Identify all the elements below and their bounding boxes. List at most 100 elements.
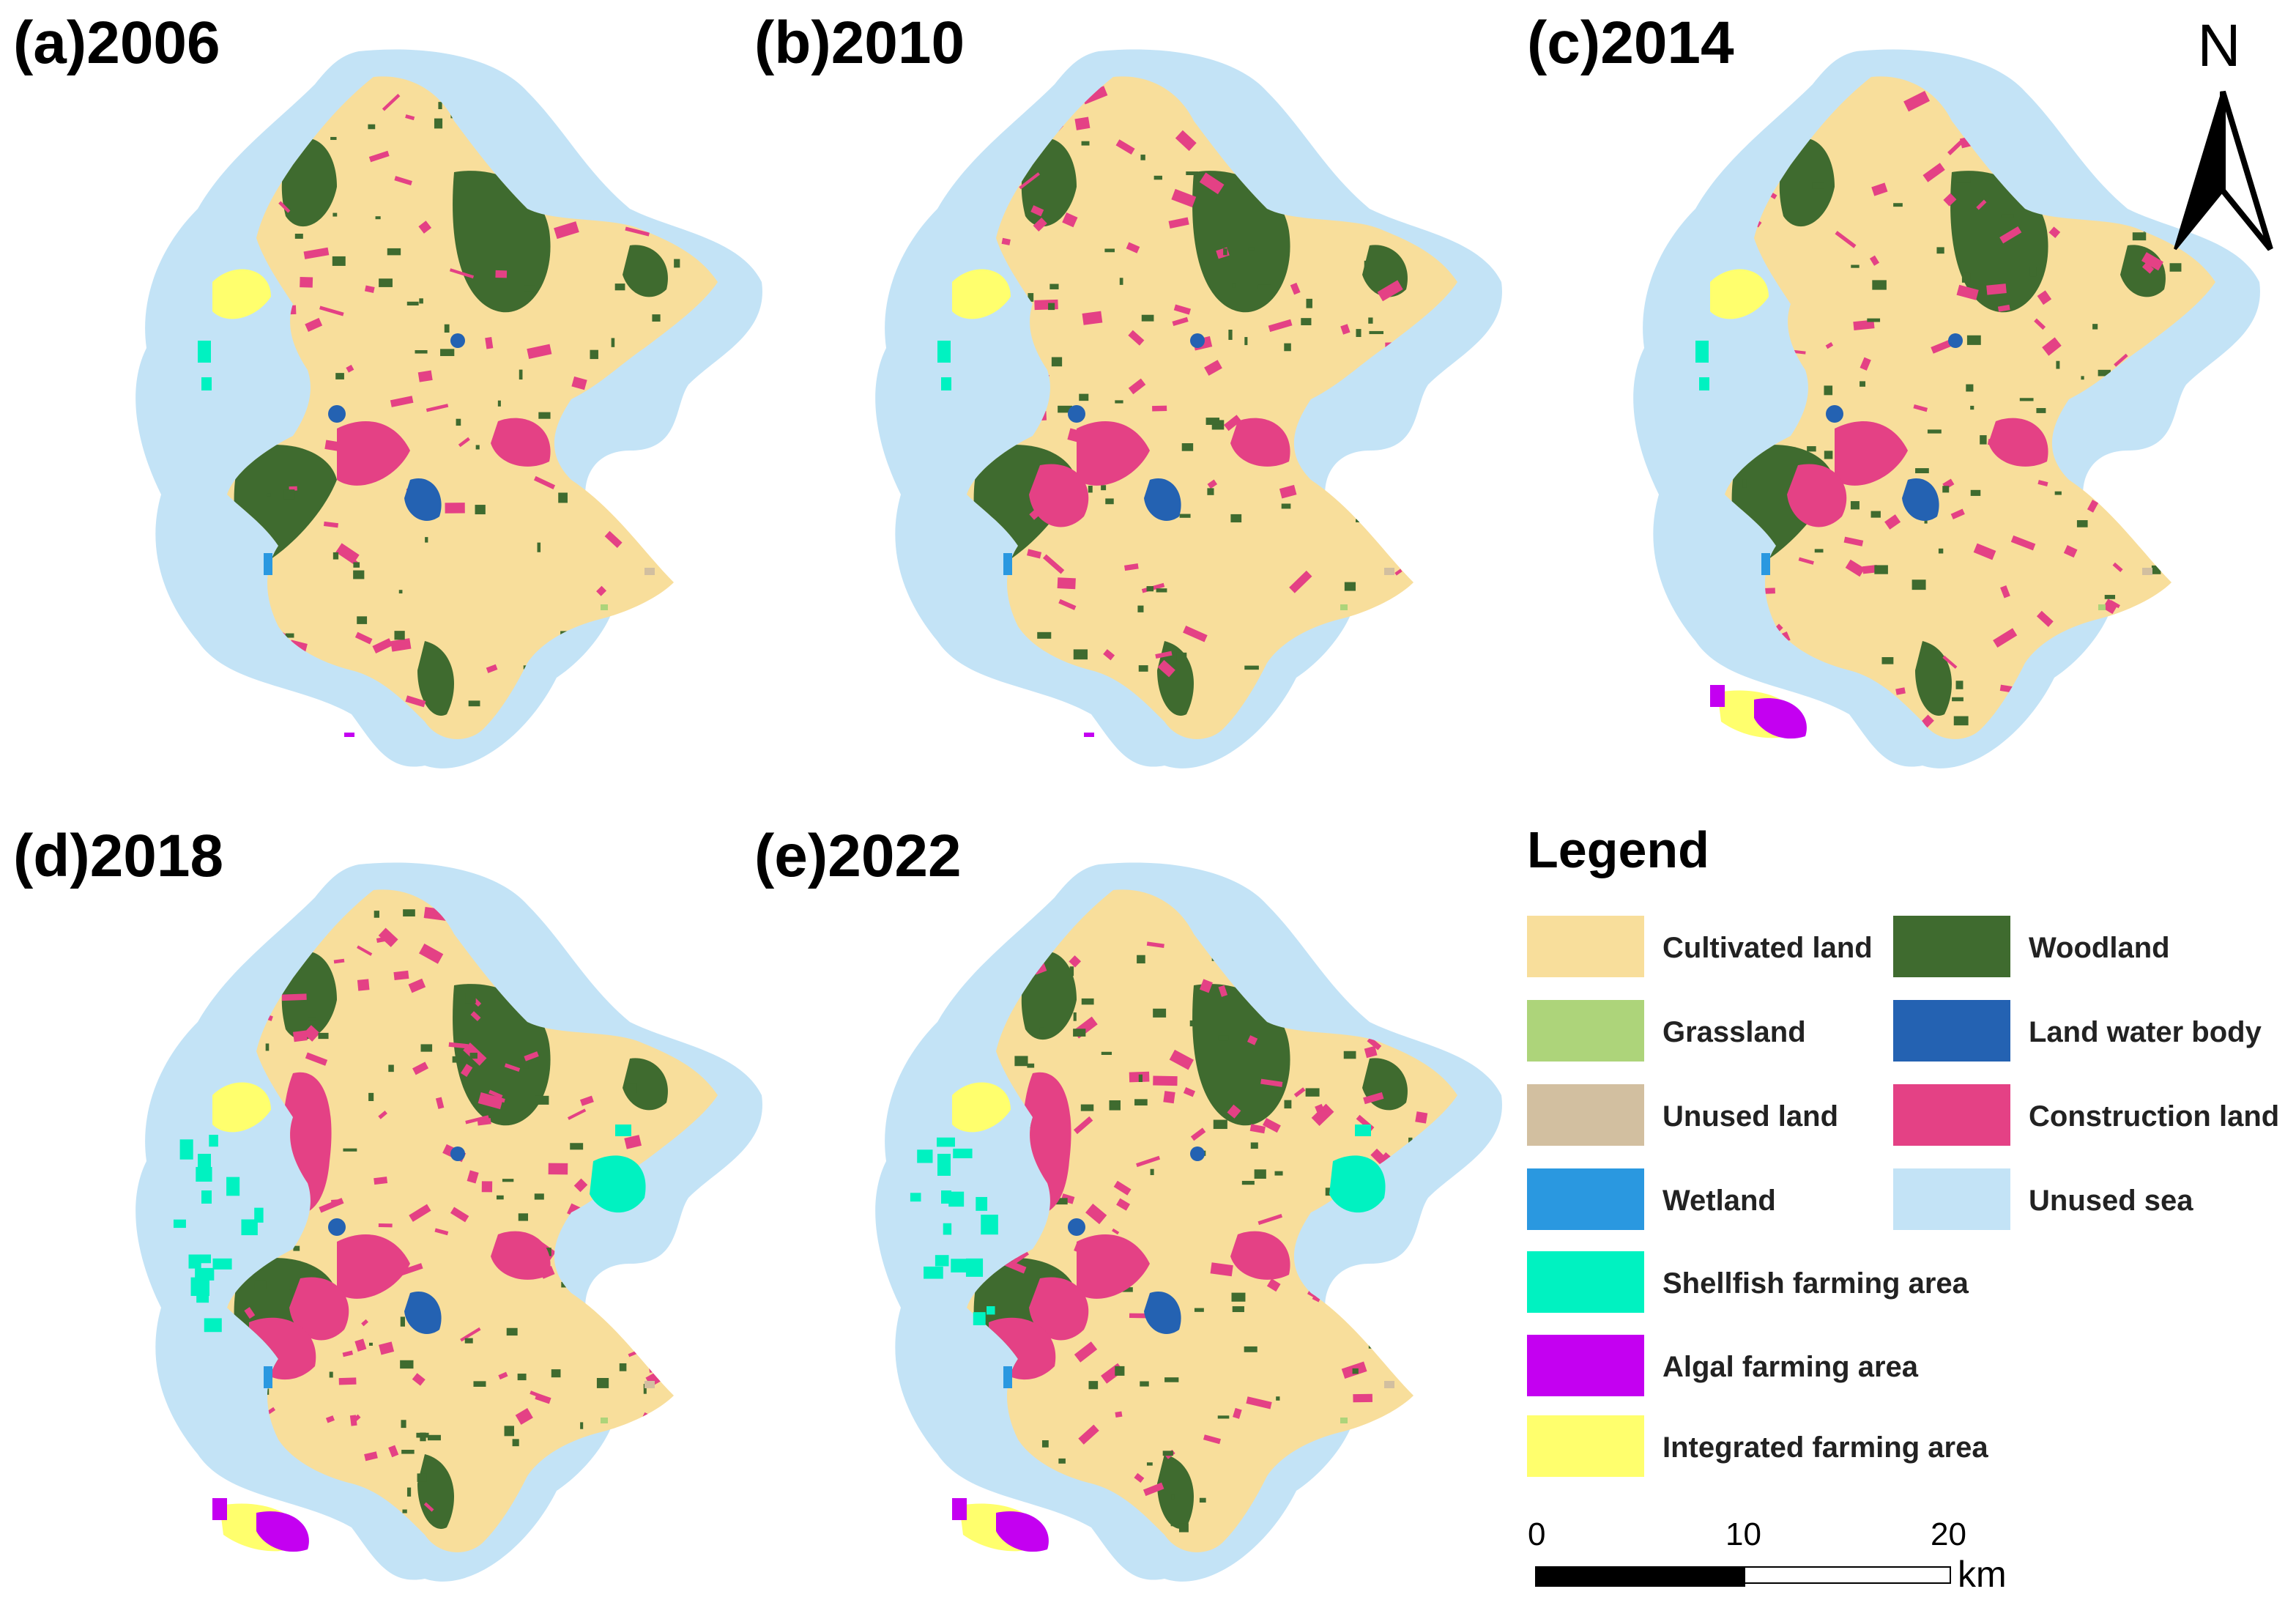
construction-land-patch [1943,193,1957,207]
shellfish-farming-patch [241,1219,258,1236]
woodland-patch [265,1043,270,1051]
integrated-farming-patch [1710,269,1769,319]
construction-land-patch [372,638,393,654]
woodland-patch [2029,267,2037,277]
legend-swatch [1527,916,1644,977]
construction-land-patch [305,1052,328,1066]
woodland-patch [1368,1340,1382,1349]
woodland-patch [674,259,680,268]
shellfish-farming-patch [188,1254,201,1269]
unused-land-patch [1384,1381,1394,1388]
construction-land-patch [498,1371,508,1380]
shellfish-farming-patch [937,1154,951,1176]
woodland-patch [1027,1302,1032,1309]
construction-land-patch [1813,711,1829,716]
construction-land-patch [354,631,373,645]
woodland-patch [1153,175,1162,180]
woodland-patch [438,102,442,110]
legend-label: Unused sea [2029,1185,2193,1217]
construction-land-patch [1389,1430,1416,1443]
construction-land-patch [313,1515,326,1527]
woodland-patch [353,570,365,579]
construction-land-patch [1077,421,1150,486]
woodland-patch [676,701,681,707]
woodland-patch [570,1143,584,1150]
legend-label: Woodland [2029,932,2170,964]
panel-title-2014: (c)2014 [1527,10,1734,76]
woodland-patch [400,1316,405,1327]
construction-land-patch [579,1095,594,1106]
construction-land-patch [378,1110,387,1119]
woodland-patch [1056,718,1064,727]
construction-land-patch [1207,479,1218,489]
shellfish-farming-patch [195,1267,215,1281]
construction-land-patch [390,396,414,407]
woodland-patch [674,590,688,599]
woodland-patch [1824,385,1833,396]
woodland-patch [1231,1292,1246,1302]
construction-land-patch [460,1327,481,1342]
woodland-patch [1380,1478,1390,1484]
shellfish-farming-patch [910,1193,921,1202]
construction-land-patch [1862,565,1878,574]
land-use-map-2006 [135,49,762,768]
scale-tick-20: 20 [1931,1516,1966,1552]
construction-land-patch [1171,188,1197,207]
construction-land-patch [1853,319,1875,330]
woodland-patch [1039,1027,1044,1035]
algal-farming-patch [344,733,354,737]
woodland-patch [469,1053,478,1059]
woodland-patch [332,212,338,217]
shellfish-farming-patch [226,1177,240,1196]
woodland-patch [2081,376,2084,380]
construction-land-patch [675,997,694,1009]
construction-land-patch [604,530,623,548]
construction-land-patch [1354,1482,1379,1497]
construction-land-patch [426,404,449,412]
woodland-patch [1137,605,1144,612]
construction-land-patch [1247,1035,1258,1045]
construction-land-patch [524,1051,539,1062]
legend-label: Cultivated land [1662,932,1873,964]
woodland-patch [1244,1346,1257,1352]
construction-land-patch [1169,1049,1194,1070]
construction-land-patch [281,993,307,1001]
legend-label: Integrated farming area [1662,1431,1988,1464]
land-water-body-patch [1190,333,1205,348]
construction-land-patch [491,1231,551,1280]
woodland-patch [403,909,415,917]
construction-land-patch [357,979,370,991]
construction-land-patch [1290,282,1301,295]
shellfish-farming-patch [209,1135,218,1147]
integrated-farming-patch [952,1082,1011,1133]
construction-land-patch [680,1361,691,1368]
construction-land-patch [2102,599,2119,615]
construction-land-patch [1860,357,1871,371]
woodland-patch [420,1044,433,1052]
construction-land-patch [337,421,410,486]
woodland-patch [1850,501,1860,510]
construction-land-patch [1895,687,1906,695]
woodland-patch [401,1420,406,1429]
woodland-patch [473,1381,486,1387]
construction-land-patch [1356,489,1372,499]
construction-land-patch [465,1115,489,1125]
construction-land-patch [295,713,302,725]
construction-land-patch [1230,1231,1290,1280]
woodland-patch [398,590,403,594]
woodland-patch [1276,1396,1280,1401]
woodland-patch [1104,248,1115,253]
woodland-patch [440,349,455,357]
woodland-patch [254,1280,267,1289]
construction-land-patch [2162,593,2178,610]
woodland-patch [2104,595,2116,599]
woodland-patch [1058,405,1073,413]
shellfish-farming-patch [973,1312,986,1326]
construction-land-patch [662,1404,688,1423]
construction-land-patch [1364,1045,1378,1059]
cultivated-land-area [967,76,1457,739]
construction-land-patch [245,903,260,918]
construction-land-patch [1116,1198,1131,1211]
construction-land-patch [289,1277,349,1341]
woodland-patch [611,338,615,347]
